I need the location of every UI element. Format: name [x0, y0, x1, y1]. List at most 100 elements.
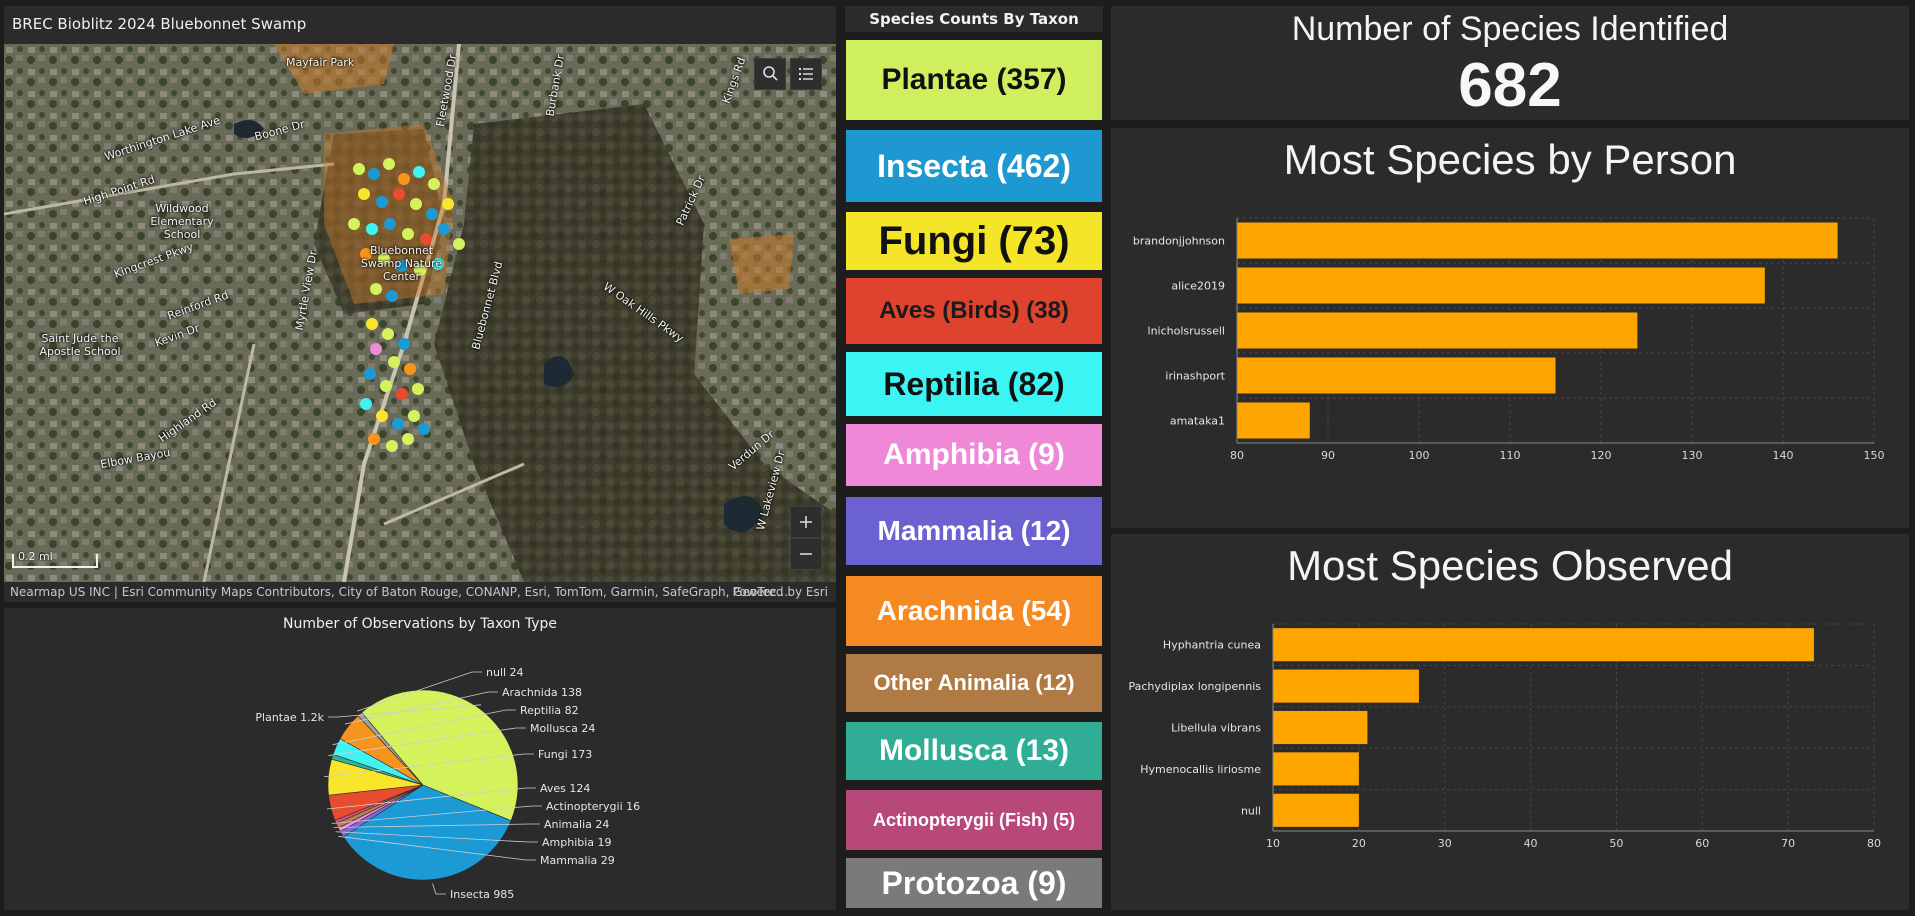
bar[interactable]: [1237, 222, 1838, 259]
x-tick-label: 10: [1266, 837, 1280, 850]
x-tick-label: 80: [1230, 449, 1244, 462]
category-label: Hyphantria cunea: [1163, 639, 1261, 652]
bar[interactable]: [1273, 752, 1359, 786]
x-tick-label: 70: [1781, 837, 1795, 850]
taxon-count-box: Insecta (462): [846, 130, 1102, 202]
x-tick-label: 150: [1864, 449, 1885, 462]
species-by-person-panel: Most Species by Person 80 90 100 110 120 130 1…: [1111, 128, 1909, 528]
species-total-value: 682: [1458, 51, 1562, 120]
category-label: Libellula vibrans: [1171, 722, 1261, 735]
legend-list-icon: [799, 68, 813, 80]
pie-leader-line: [432, 883, 446, 895]
taxon-count-box: Aves (Birds) (38): [846, 278, 1102, 344]
bar[interactable]: [1237, 357, 1556, 394]
x-tick-label: 130: [1682, 449, 1703, 462]
species-observed-chart[interactable]: 10 20 30 40 50 60 70 80 Hyphantria cunea Pachydip…: [1111, 534, 1909, 910]
pie-slice-label: Arachnida 138: [502, 686, 582, 699]
x-tick-label: 30: [1438, 837, 1452, 850]
map-scale-label: 0.2 mi: [18, 550, 53, 563]
taxon-count-box: Reptilia (82): [846, 352, 1102, 416]
pie-slice-label: null 24: [486, 666, 524, 679]
map-label: Wildwood Elementary School: [150, 202, 214, 241]
pie-slice-plantae[interactable]: [361, 689, 519, 821]
taxon-count-box: Other Animalia (12): [846, 654, 1102, 712]
x-tick-label: 100: [1409, 449, 1430, 462]
category-label: null: [1241, 804, 1261, 817]
map-search-button[interactable]: [754, 58, 786, 90]
taxon-count-box: Amphibia (9): [846, 424, 1102, 486]
pie-slice-label: Insecta 985: [450, 888, 514, 901]
category-label: Hymenocallis liriosme: [1140, 763, 1261, 776]
satellite-imagery: [4, 44, 836, 582]
pie-leader-line: [344, 691, 498, 725]
taxon-count-box: Actinopterygii (Fish) (5): [846, 790, 1102, 850]
category-label: irinashport: [1165, 370, 1225, 383]
bar[interactable]: [1237, 267, 1765, 304]
taxon-count-box: Mollusca (13): [846, 722, 1102, 780]
pie-slice-label: Plantae 1.2k: [255, 711, 324, 724]
x-tick-label: 50: [1609, 837, 1623, 850]
bar[interactable]: [1237, 402, 1310, 439]
taxon-count-box: Mammalia (12): [846, 497, 1102, 565]
pie-leader-line: [328, 704, 482, 718]
x-tick-label: 120: [1591, 449, 1612, 462]
map-attribution-bar: Nearmap US INC | Esri Community Maps Con…: [4, 582, 836, 602]
pie-slice-label: Aves 124: [540, 782, 590, 795]
x-tick-label: 80: [1867, 837, 1881, 850]
x-tick-label: 90: [1321, 449, 1335, 462]
pie-leader-line: [356, 671, 482, 712]
pie-leader-line: [331, 805, 542, 824]
pie-leader-line: [324, 753, 534, 778]
observation-points[interactable]: [348, 158, 465, 452]
pie-chart-title: Number of Observations by Taxon Type: [283, 616, 557, 632]
map-panel: BREC Bioblitz 2024 Bluebonnet Swamp: [4, 6, 836, 602]
map-label: Mayfair Park: [286, 56, 355, 69]
minus-icon: [800, 553, 812, 555]
pie-leader-line: [333, 823, 540, 828]
pie-leader-line: [328, 727, 526, 756]
plus-icon: [800, 516, 812, 528]
zoom-in-button[interactable]: [790, 506, 822, 538]
category-label: alice2019: [1171, 280, 1225, 293]
x-tick-label: 140: [1773, 449, 1794, 462]
taxon-count-box: Protozoa (9): [846, 858, 1102, 908]
map-legend-button[interactable]: [790, 58, 822, 90]
bar[interactable]: [1237, 312, 1638, 349]
search-icon: [763, 66, 778, 81]
species-by-person-chart[interactable]: 80 90 100 110 120 130 140 150 brandonjjohnson ali…: [1111, 128, 1909, 528]
x-tick-label: 60: [1695, 837, 1709, 850]
bar[interactable]: [1273, 793, 1359, 827]
chart-title: Most Species Observed: [1287, 542, 1733, 589]
pie-slice-label: Actinopterygii 16: [546, 800, 640, 813]
pie-slice-label: Fungi 173: [538, 748, 592, 761]
species-counts-header: Species Counts By Taxon: [845, 6, 1103, 32]
map-title: BREC Bioblitz 2024 Bluebonnet Swamp: [12, 15, 307, 33]
map-label: Saint Jude the Apostle School: [39, 332, 121, 358]
map-attribution: Nearmap US INC | Esri Community Maps Con…: [10, 585, 789, 599]
x-tick-label: 40: [1524, 837, 1538, 850]
pie-leader-line: [335, 831, 538, 843]
map-scale-bar: 0.2 mi: [12, 550, 98, 568]
taxon-count-box: Fungi (73): [846, 212, 1102, 270]
pie-slice-label: Mammalia 29: [540, 854, 615, 867]
taxon-count-box: Arachnida (54): [846, 576, 1102, 646]
pie-slice-label: Mollusca 24: [530, 722, 595, 735]
category-label: lnicholsrussell: [1148, 325, 1225, 338]
bar[interactable]: [1273, 669, 1419, 703]
category-label: amataka1: [1170, 415, 1225, 428]
bar[interactable]: [1273, 710, 1368, 745]
category-label: Pachydiplax longipennis: [1128, 680, 1261, 693]
pie-slice-label: Animalia 24: [544, 818, 609, 831]
pie-leader-line: [338, 835, 536, 861]
x-tick-label: 110: [1500, 449, 1521, 462]
map-view[interactable]: Mayfair Park Worthington Lake Ave High P…: [4, 44, 836, 582]
pie-slice-insecta[interactable]: [342, 784, 512, 881]
zoom-out-button[interactable]: [790, 538, 822, 570]
pie-leader-line: [332, 709, 516, 746]
pie-leader-line: [326, 787, 536, 810]
powered-by-esri[interactable]: Powered by Esri: [732, 585, 828, 599]
bar[interactable]: [1273, 628, 1814, 662]
chart-title: Most Species by Person: [1283, 136, 1737, 183]
pie-slice-label: Reptilia 82: [520, 704, 579, 717]
pie-chart[interactable]: Insecta 985 Mammalia 29 Amphibia 19 Animali…: [4, 608, 836, 910]
